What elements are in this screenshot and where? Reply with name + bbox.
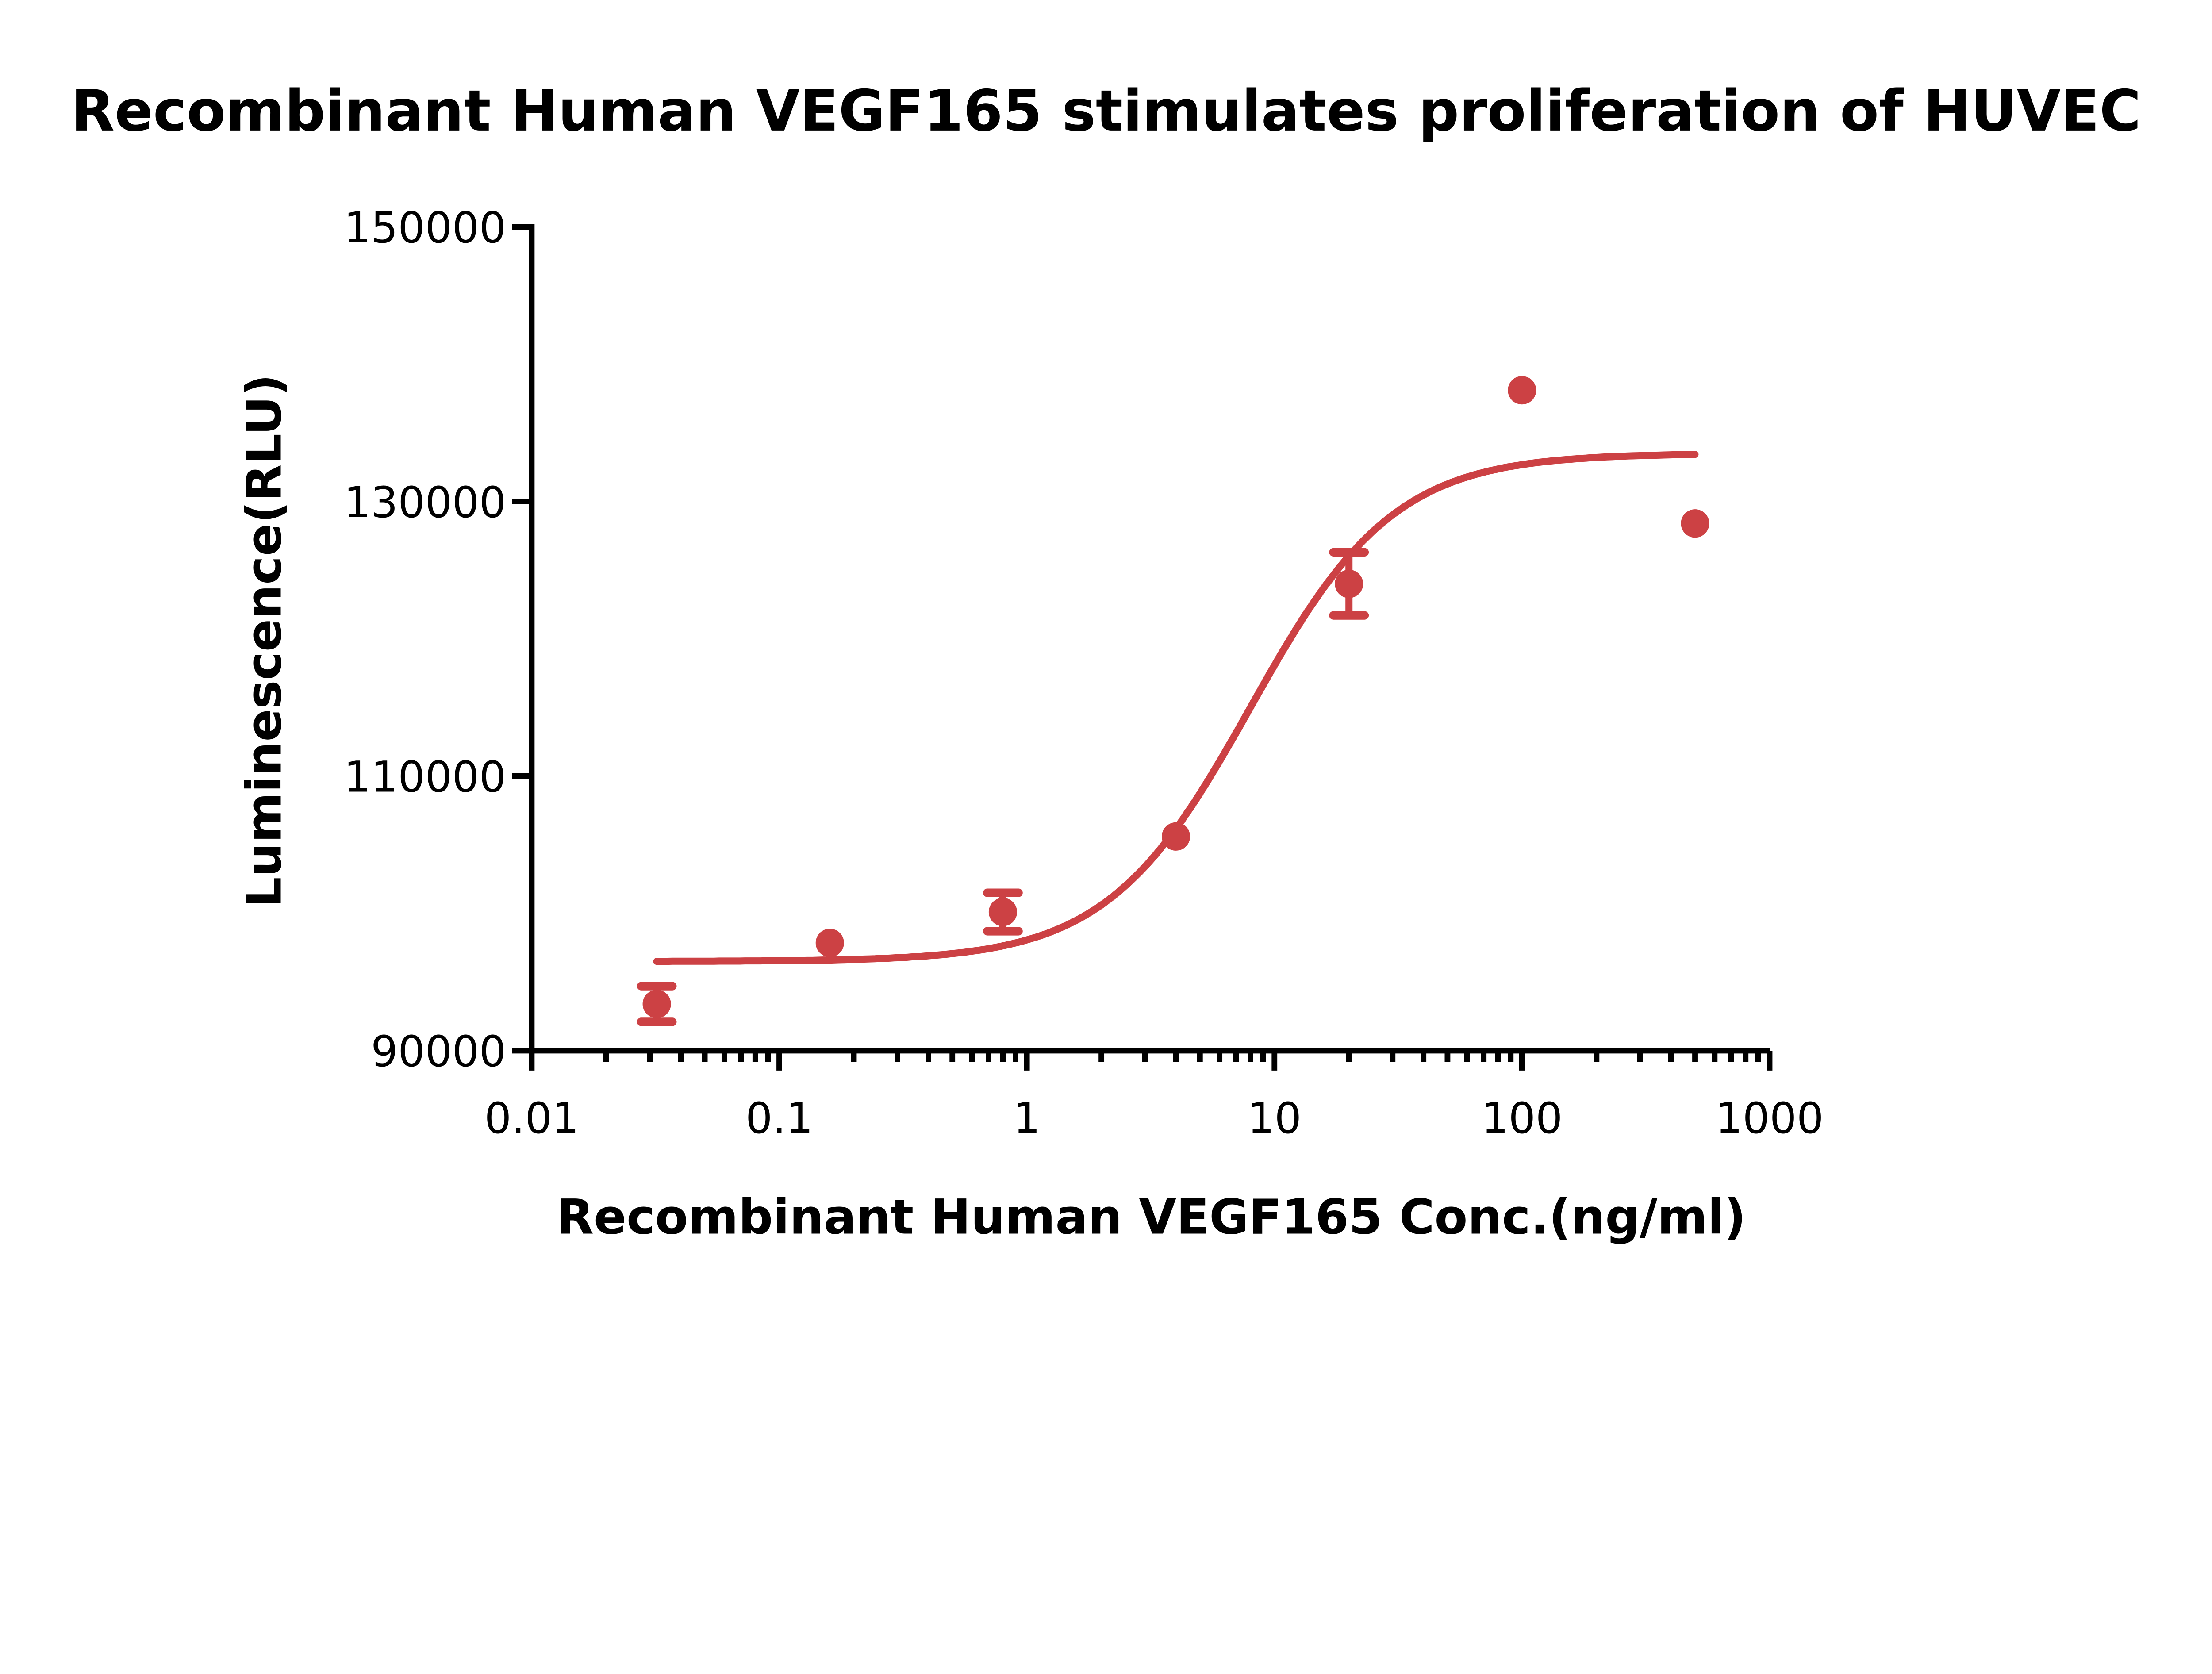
x-axis-label: Recombinant Human VEGF165 Conc.(ng/ml) xyxy=(557,1189,1746,1245)
y-tick-label: 90000 xyxy=(371,1027,506,1076)
x-tick-label: 1000 xyxy=(1716,1094,1824,1143)
chart-title: Recombinant Human VEGF165 stimulates pro… xyxy=(71,78,2141,144)
data-point xyxy=(642,990,671,1018)
x-tick-label: 10 xyxy=(1248,1094,1302,1143)
chart: Recombinant Human VEGF165 stimulates pro… xyxy=(71,78,2141,1245)
data-point xyxy=(1681,509,1709,538)
data-point xyxy=(1162,822,1190,851)
y-tick-label: 150000 xyxy=(344,203,506,253)
data-point xyxy=(1335,569,1363,598)
x-tick-label: 0.1 xyxy=(745,1094,813,1143)
x-tick-label: 0.01 xyxy=(484,1094,579,1143)
y-tick-label: 110000 xyxy=(344,753,506,802)
data-marks xyxy=(637,376,1709,1026)
axes xyxy=(512,224,1773,1071)
y-tick-label: 130000 xyxy=(344,478,506,527)
data-point xyxy=(815,929,844,957)
tick-labels: 90000 110000 130000 150000 0.01 0.1 1 10 100 1000 xyxy=(344,203,1824,1143)
fit-curve xyxy=(653,451,1699,965)
x-tick-label: 1 xyxy=(1014,1094,1041,1143)
x-tick-label: 100 xyxy=(1482,1094,1563,1143)
y-axis-label: Luminescence(RLU) xyxy=(236,374,292,908)
data-point xyxy=(1508,376,1536,405)
data-point xyxy=(988,898,1017,926)
